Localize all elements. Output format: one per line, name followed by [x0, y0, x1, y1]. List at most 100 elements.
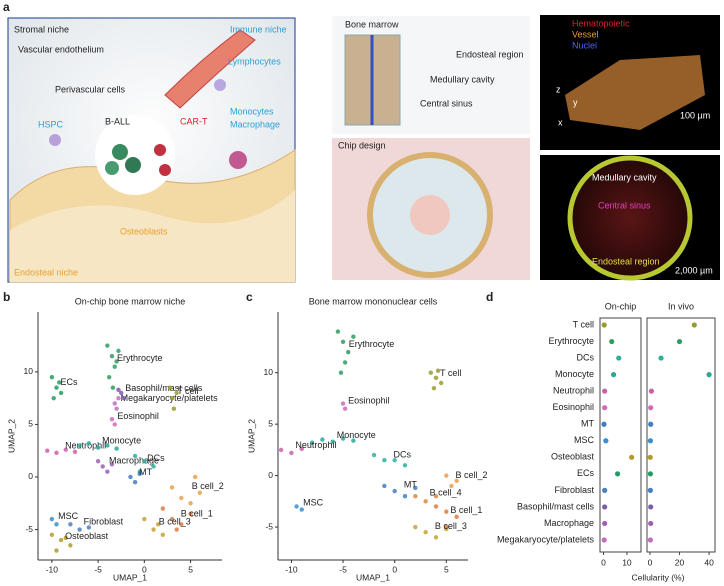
- cluster-label: Fibroblast: [84, 516, 124, 526]
- cell: [112, 144, 128, 160]
- point: [338, 370, 344, 375]
- point: [346, 349, 351, 355]
- point: [106, 374, 112, 380]
- dot: [601, 537, 607, 543]
- point: [188, 511, 193, 516]
- point: [351, 334, 356, 339]
- point: [68, 522, 73, 527]
- point: [294, 504, 299, 509]
- category-label: Fibroblast: [554, 485, 594, 495]
- point: [335, 329, 341, 334]
- annotation: Bone marrow: [345, 19, 399, 29]
- point: [320, 437, 325, 442]
- point: [433, 504, 439, 509]
- annotation: Nuclei: [572, 40, 597, 50]
- point: [179, 495, 184, 501]
- point: [68, 543, 73, 548]
- cluster-label: Osteoblast: [65, 531, 109, 541]
- x-tick-label: 20: [675, 557, 685, 567]
- cluster-label: DCs: [394, 450, 412, 460]
- x-tick-label: 5: [188, 564, 193, 574]
- category-label: Eosinophil: [552, 402, 594, 412]
- panel-a: a Stromal niche Immune niche Vascular en…: [3, 0, 720, 283]
- point: [444, 473, 449, 478]
- dot: [647, 487, 654, 493]
- dot: [658, 355, 664, 361]
- point: [86, 525, 92, 530]
- x-tick-label: 40: [704, 557, 714, 567]
- dot: [647, 471, 654, 477]
- cluster-label: B cell_4: [430, 487, 462, 497]
- point: [109, 353, 115, 359]
- panel-label: d: [486, 290, 493, 304]
- point: [109, 462, 115, 467]
- point: [160, 532, 166, 537]
- cluster-label: Erythrocyte: [349, 339, 395, 349]
- point: [309, 440, 315, 445]
- point: [54, 385, 59, 390]
- annotation: Central sinus: [598, 200, 651, 210]
- y-axis-label: UMAP_2: [6, 419, 16, 453]
- point: [299, 446, 304, 452]
- panel-label: b: [3, 290, 10, 304]
- point: [45, 448, 50, 453]
- cluster-label: B cell_1: [181, 508, 213, 518]
- dot: [602, 405, 608, 411]
- annotation: Perivascular cells: [55, 84, 126, 94]
- annotation: Vascular endothelium: [18, 44, 104, 54]
- point: [63, 535, 68, 541]
- point: [112, 422, 117, 427]
- facet-frame: [646, 317, 716, 553]
- point: [171, 406, 177, 411]
- point: [114, 446, 119, 451]
- point: [112, 364, 117, 369]
- annotation: B-ALL: [105, 116, 130, 126]
- panel-label: a: [3, 0, 10, 14]
- cluster-label: MT: [404, 480, 417, 490]
- point: [423, 530, 428, 535]
- annotation: Lymphocytes: [228, 56, 281, 66]
- category-label: Osteoblast: [551, 452, 595, 462]
- point: [179, 522, 184, 527]
- cluster-label: Neutrophil: [65, 441, 106, 451]
- cluster-label: Basophil/mast cells: [125, 383, 203, 393]
- point: [114, 406, 119, 411]
- cluster-label: DCs: [147, 453, 165, 463]
- cell: [125, 157, 141, 173]
- cluster-label: B cell_1: [450, 505, 482, 515]
- category-label: ECs: [577, 468, 595, 478]
- y-tick-label: 10: [24, 366, 34, 376]
- point: [58, 537, 64, 543]
- point: [413, 524, 418, 530]
- point: [151, 464, 156, 469]
- dot: [602, 388, 608, 394]
- category-label: MT: [581, 419, 594, 429]
- annotation: Central sinus: [420, 98, 473, 108]
- category-label: MSC: [574, 435, 595, 445]
- point: [105, 343, 110, 348]
- x-tick-label: 0: [142, 564, 147, 574]
- facet-frame: [599, 317, 642, 553]
- dot: [648, 504, 654, 510]
- dot: [648, 421, 654, 427]
- cluster-label: Monocyte: [337, 430, 376, 440]
- annotation: Macrophage: [230, 119, 280, 129]
- cluster-label: Megakaryocyte/platelets: [121, 393, 219, 403]
- annotation: Monocytes: [230, 106, 274, 116]
- annotation: Vessel: [572, 29, 599, 39]
- cluster-label: B cell_3: [435, 521, 467, 531]
- x-tick-label: 0: [392, 564, 397, 574]
- point: [100, 464, 105, 469]
- point: [137, 471, 142, 477]
- annotation: Endosteal niche: [14, 267, 78, 277]
- dot: [602, 504, 608, 510]
- point: [174, 527, 179, 532]
- dot: [603, 438, 609, 444]
- point: [105, 443, 110, 448]
- point: [433, 535, 439, 540]
- dot: [601, 322, 607, 328]
- dot: [629, 454, 635, 460]
- point: [371, 452, 377, 458]
- point: [454, 514, 459, 519]
